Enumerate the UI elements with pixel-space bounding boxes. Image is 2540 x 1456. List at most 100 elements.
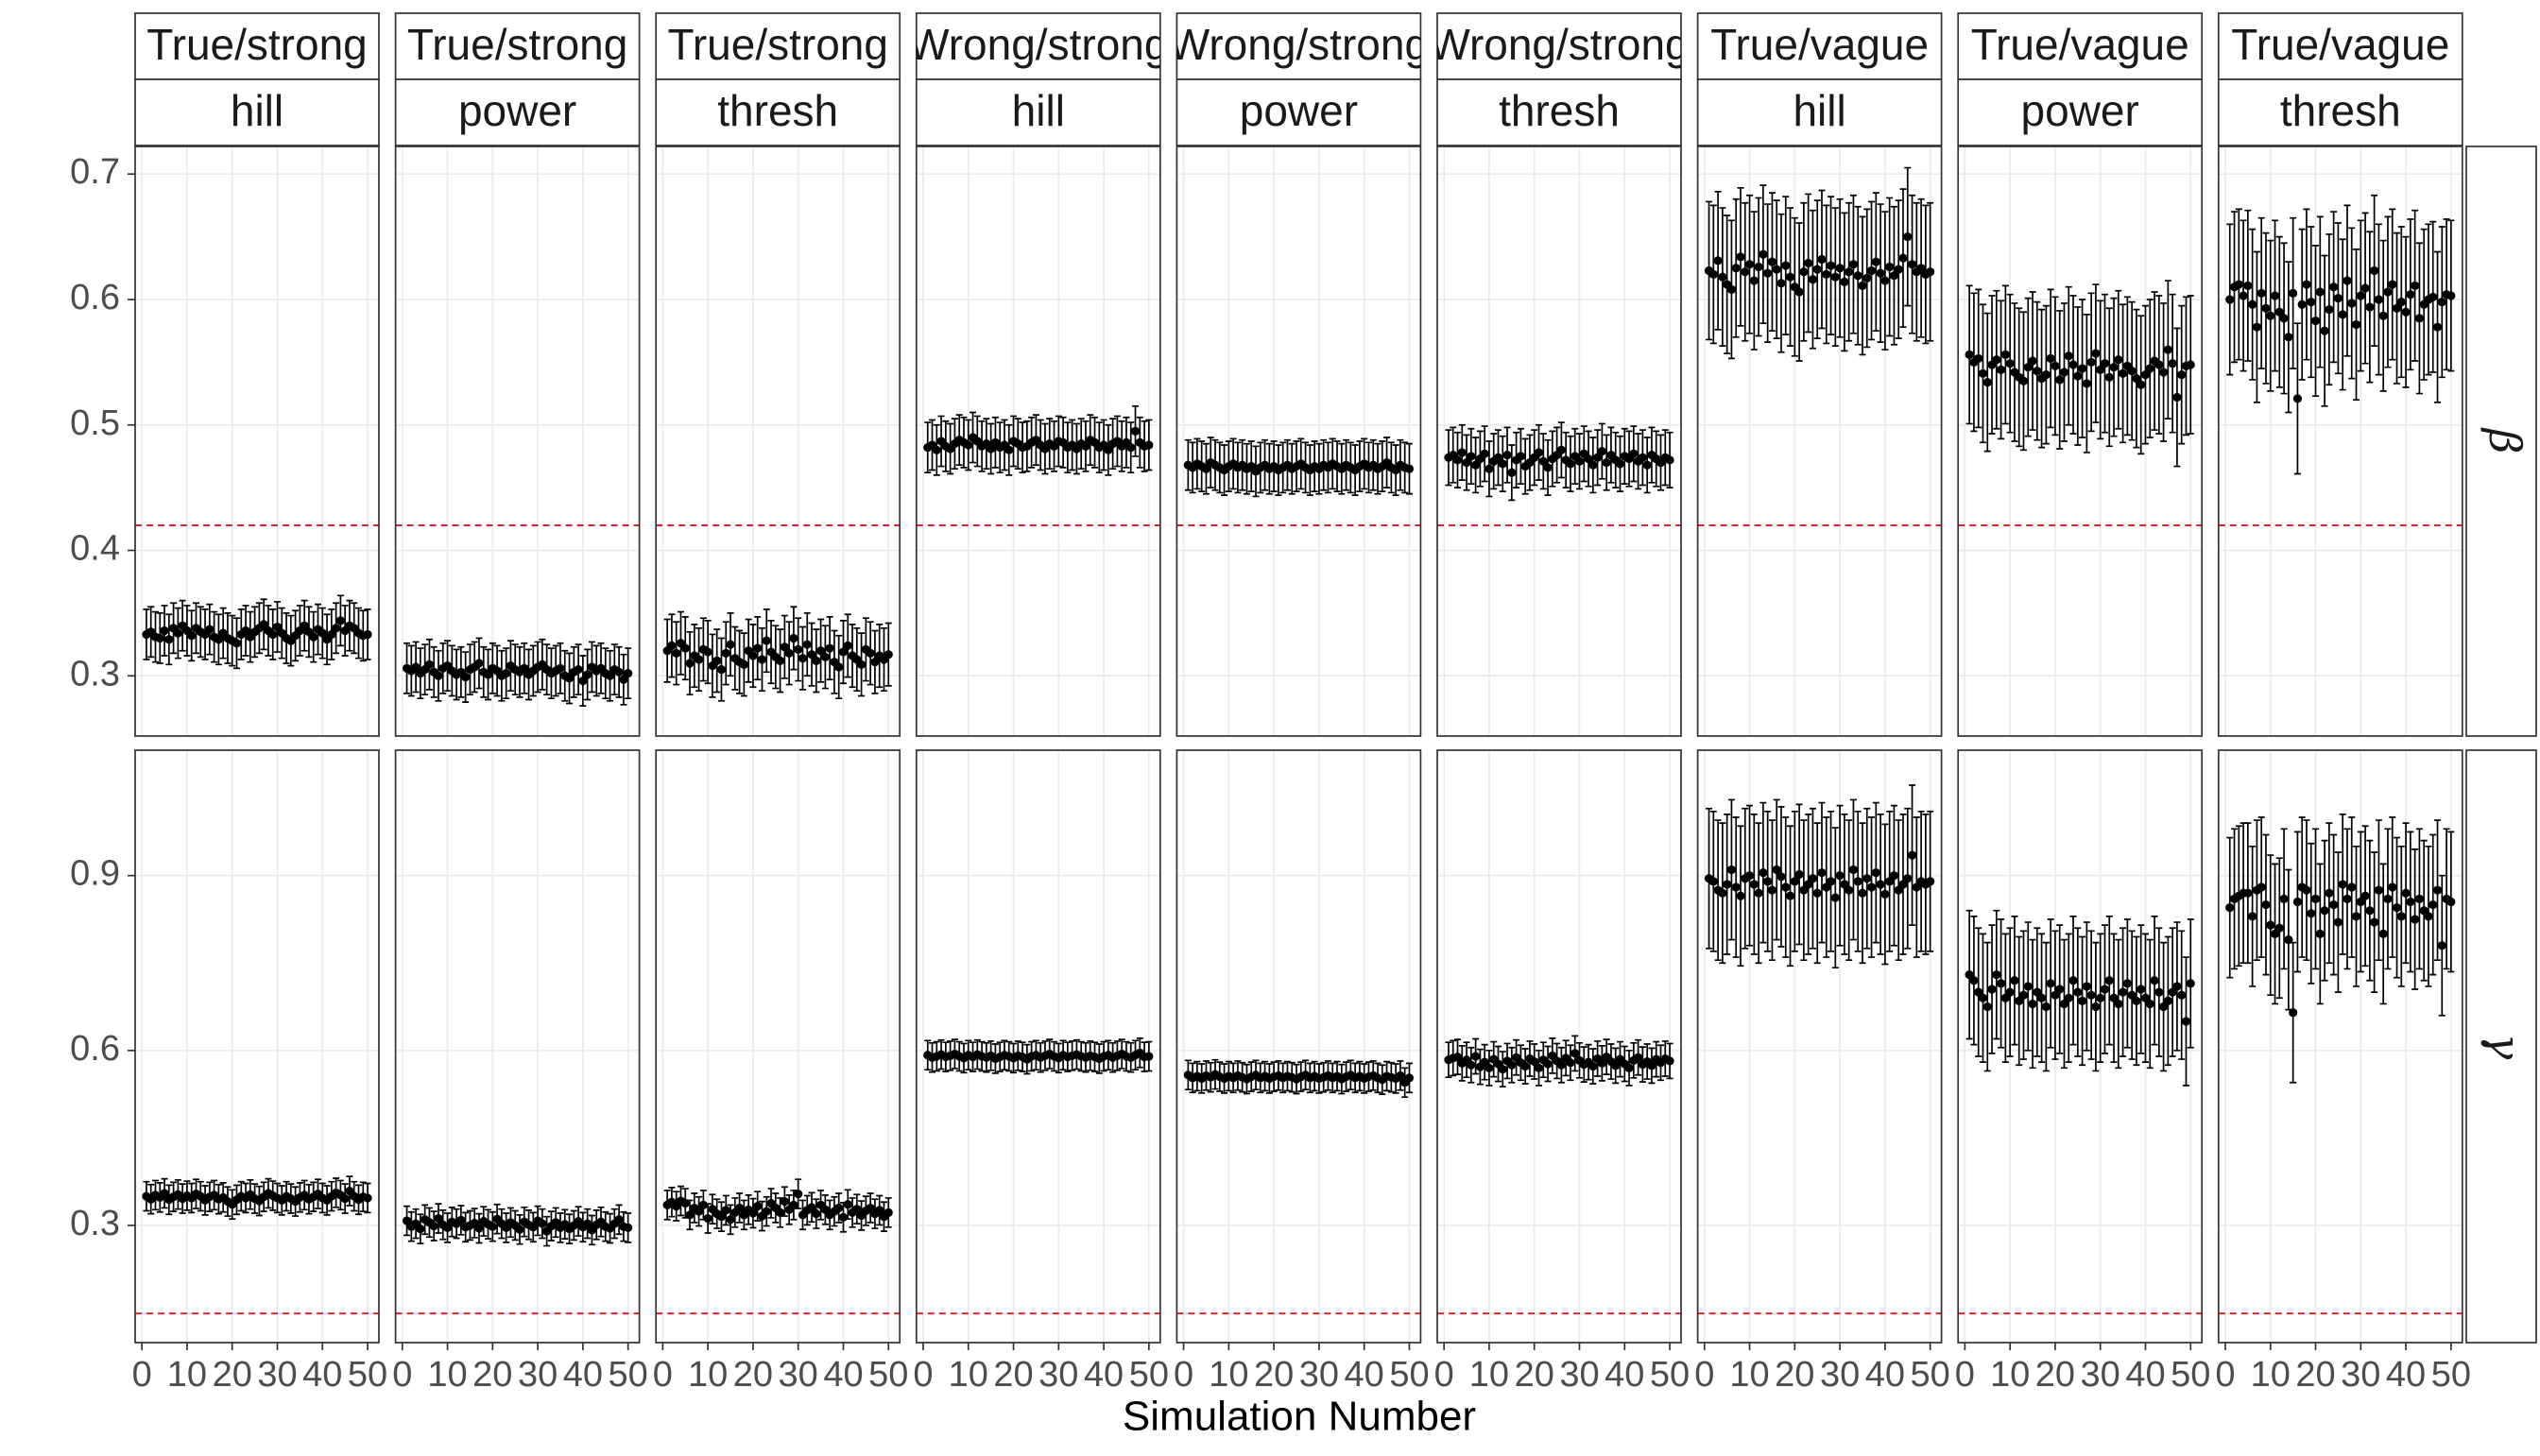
x-tick-label: 0 bbox=[2215, 1355, 2235, 1395]
panel-background bbox=[1176, 750, 1421, 1343]
point bbox=[1808, 874, 1818, 883]
row-strip-label: γ bbox=[2480, 1034, 2531, 1060]
point bbox=[2446, 897, 2456, 907]
point bbox=[1741, 267, 1750, 277]
x-tick-label: 30 bbox=[257, 1355, 297, 1395]
point bbox=[2428, 292, 2438, 301]
point bbox=[694, 655, 704, 664]
point bbox=[1835, 871, 1845, 881]
point bbox=[884, 650, 893, 659]
y-tick-label: 0.3 bbox=[70, 1204, 120, 1243]
x-tick-label: 20 bbox=[993, 1355, 1033, 1395]
point bbox=[2082, 982, 2091, 991]
point bbox=[1004, 445, 1014, 454]
point bbox=[672, 648, 681, 658]
point bbox=[2307, 298, 2316, 307]
point bbox=[2186, 360, 2195, 369]
point bbox=[762, 636, 771, 645]
point bbox=[2329, 283, 2339, 292]
point bbox=[474, 1224, 484, 1233]
point bbox=[2137, 380, 2146, 389]
point bbox=[2406, 290, 2415, 300]
point bbox=[335, 616, 345, 625]
point bbox=[780, 1197, 789, 1207]
point bbox=[753, 1201, 763, 1211]
point bbox=[2018, 376, 2029, 385]
point bbox=[838, 1212, 849, 1222]
panel bbox=[395, 750, 640, 1343]
panel-border bbox=[394, 146, 641, 737]
x-tick-label: 40 bbox=[563, 1355, 603, 1395]
strip-box bbox=[394, 78, 641, 146]
panel-border bbox=[655, 146, 901, 737]
point bbox=[775, 656, 785, 665]
point bbox=[1593, 453, 1603, 462]
row-strip-box bbox=[2465, 749, 2537, 1344]
x-tick-label: 0 bbox=[653, 1355, 673, 1395]
point bbox=[884, 1208, 893, 1217]
point bbox=[583, 1219, 592, 1228]
point bbox=[685, 1210, 695, 1220]
point bbox=[1457, 448, 1467, 457]
point bbox=[1736, 891, 1745, 900]
point bbox=[160, 625, 169, 636]
point bbox=[2163, 996, 2172, 1005]
point bbox=[2150, 976, 2159, 985]
point bbox=[1642, 460, 1652, 470]
point bbox=[2378, 311, 2388, 320]
point bbox=[1965, 350, 1974, 359]
point bbox=[812, 1209, 821, 1219]
point bbox=[2064, 993, 2073, 1002]
point bbox=[2051, 361, 2060, 370]
point bbox=[1982, 378, 1992, 387]
strip-box bbox=[134, 12, 380, 80]
point bbox=[964, 440, 973, 450]
point bbox=[2414, 894, 2425, 903]
point bbox=[789, 1200, 798, 1209]
point bbox=[556, 663, 565, 673]
point bbox=[1853, 877, 1862, 886]
point bbox=[1992, 355, 2001, 365]
point bbox=[2261, 303, 2271, 313]
point bbox=[2096, 365, 2105, 374]
point bbox=[2297, 300, 2307, 309]
point bbox=[2365, 906, 2375, 916]
point bbox=[726, 640, 735, 649]
point bbox=[1736, 252, 1745, 262]
point bbox=[2132, 996, 2141, 1005]
point bbox=[2428, 899, 2438, 910]
x-tick-label: 10 bbox=[427, 1355, 467, 1395]
point bbox=[1767, 257, 1777, 266]
row-strip-label: β bbox=[2480, 427, 2531, 454]
point bbox=[1507, 1060, 1517, 1070]
point bbox=[2351, 319, 2361, 330]
point bbox=[1597, 1058, 1606, 1068]
point bbox=[2018, 990, 2029, 1000]
point bbox=[1794, 869, 1804, 880]
point bbox=[1566, 459, 1575, 469]
x-tick-label: 40 bbox=[302, 1355, 342, 1395]
point bbox=[1534, 1063, 1544, 1072]
strip-label: hill bbox=[1793, 86, 1845, 135]
strip-label: thresh bbox=[2280, 86, 2401, 135]
point bbox=[1840, 277, 1849, 286]
point bbox=[2360, 283, 2370, 293]
point bbox=[2100, 985, 2110, 994]
x-tick-label: 50 bbox=[348, 1355, 387, 1395]
point bbox=[2338, 880, 2347, 889]
point bbox=[2005, 359, 2015, 368]
point bbox=[2383, 287, 2393, 297]
point bbox=[272, 622, 283, 632]
point bbox=[2329, 899, 2339, 910]
point bbox=[624, 1223, 633, 1233]
point bbox=[160, 1189, 169, 1198]
point bbox=[515, 1225, 524, 1234]
point bbox=[2068, 360, 2078, 369]
point bbox=[802, 640, 812, 649]
point bbox=[1754, 262, 1763, 272]
point bbox=[2114, 999, 2123, 1009]
point bbox=[807, 1203, 816, 1212]
point bbox=[2284, 333, 2293, 342]
point bbox=[1845, 267, 1854, 277]
x-tick-label: 0 bbox=[1434, 1355, 1454, 1395]
